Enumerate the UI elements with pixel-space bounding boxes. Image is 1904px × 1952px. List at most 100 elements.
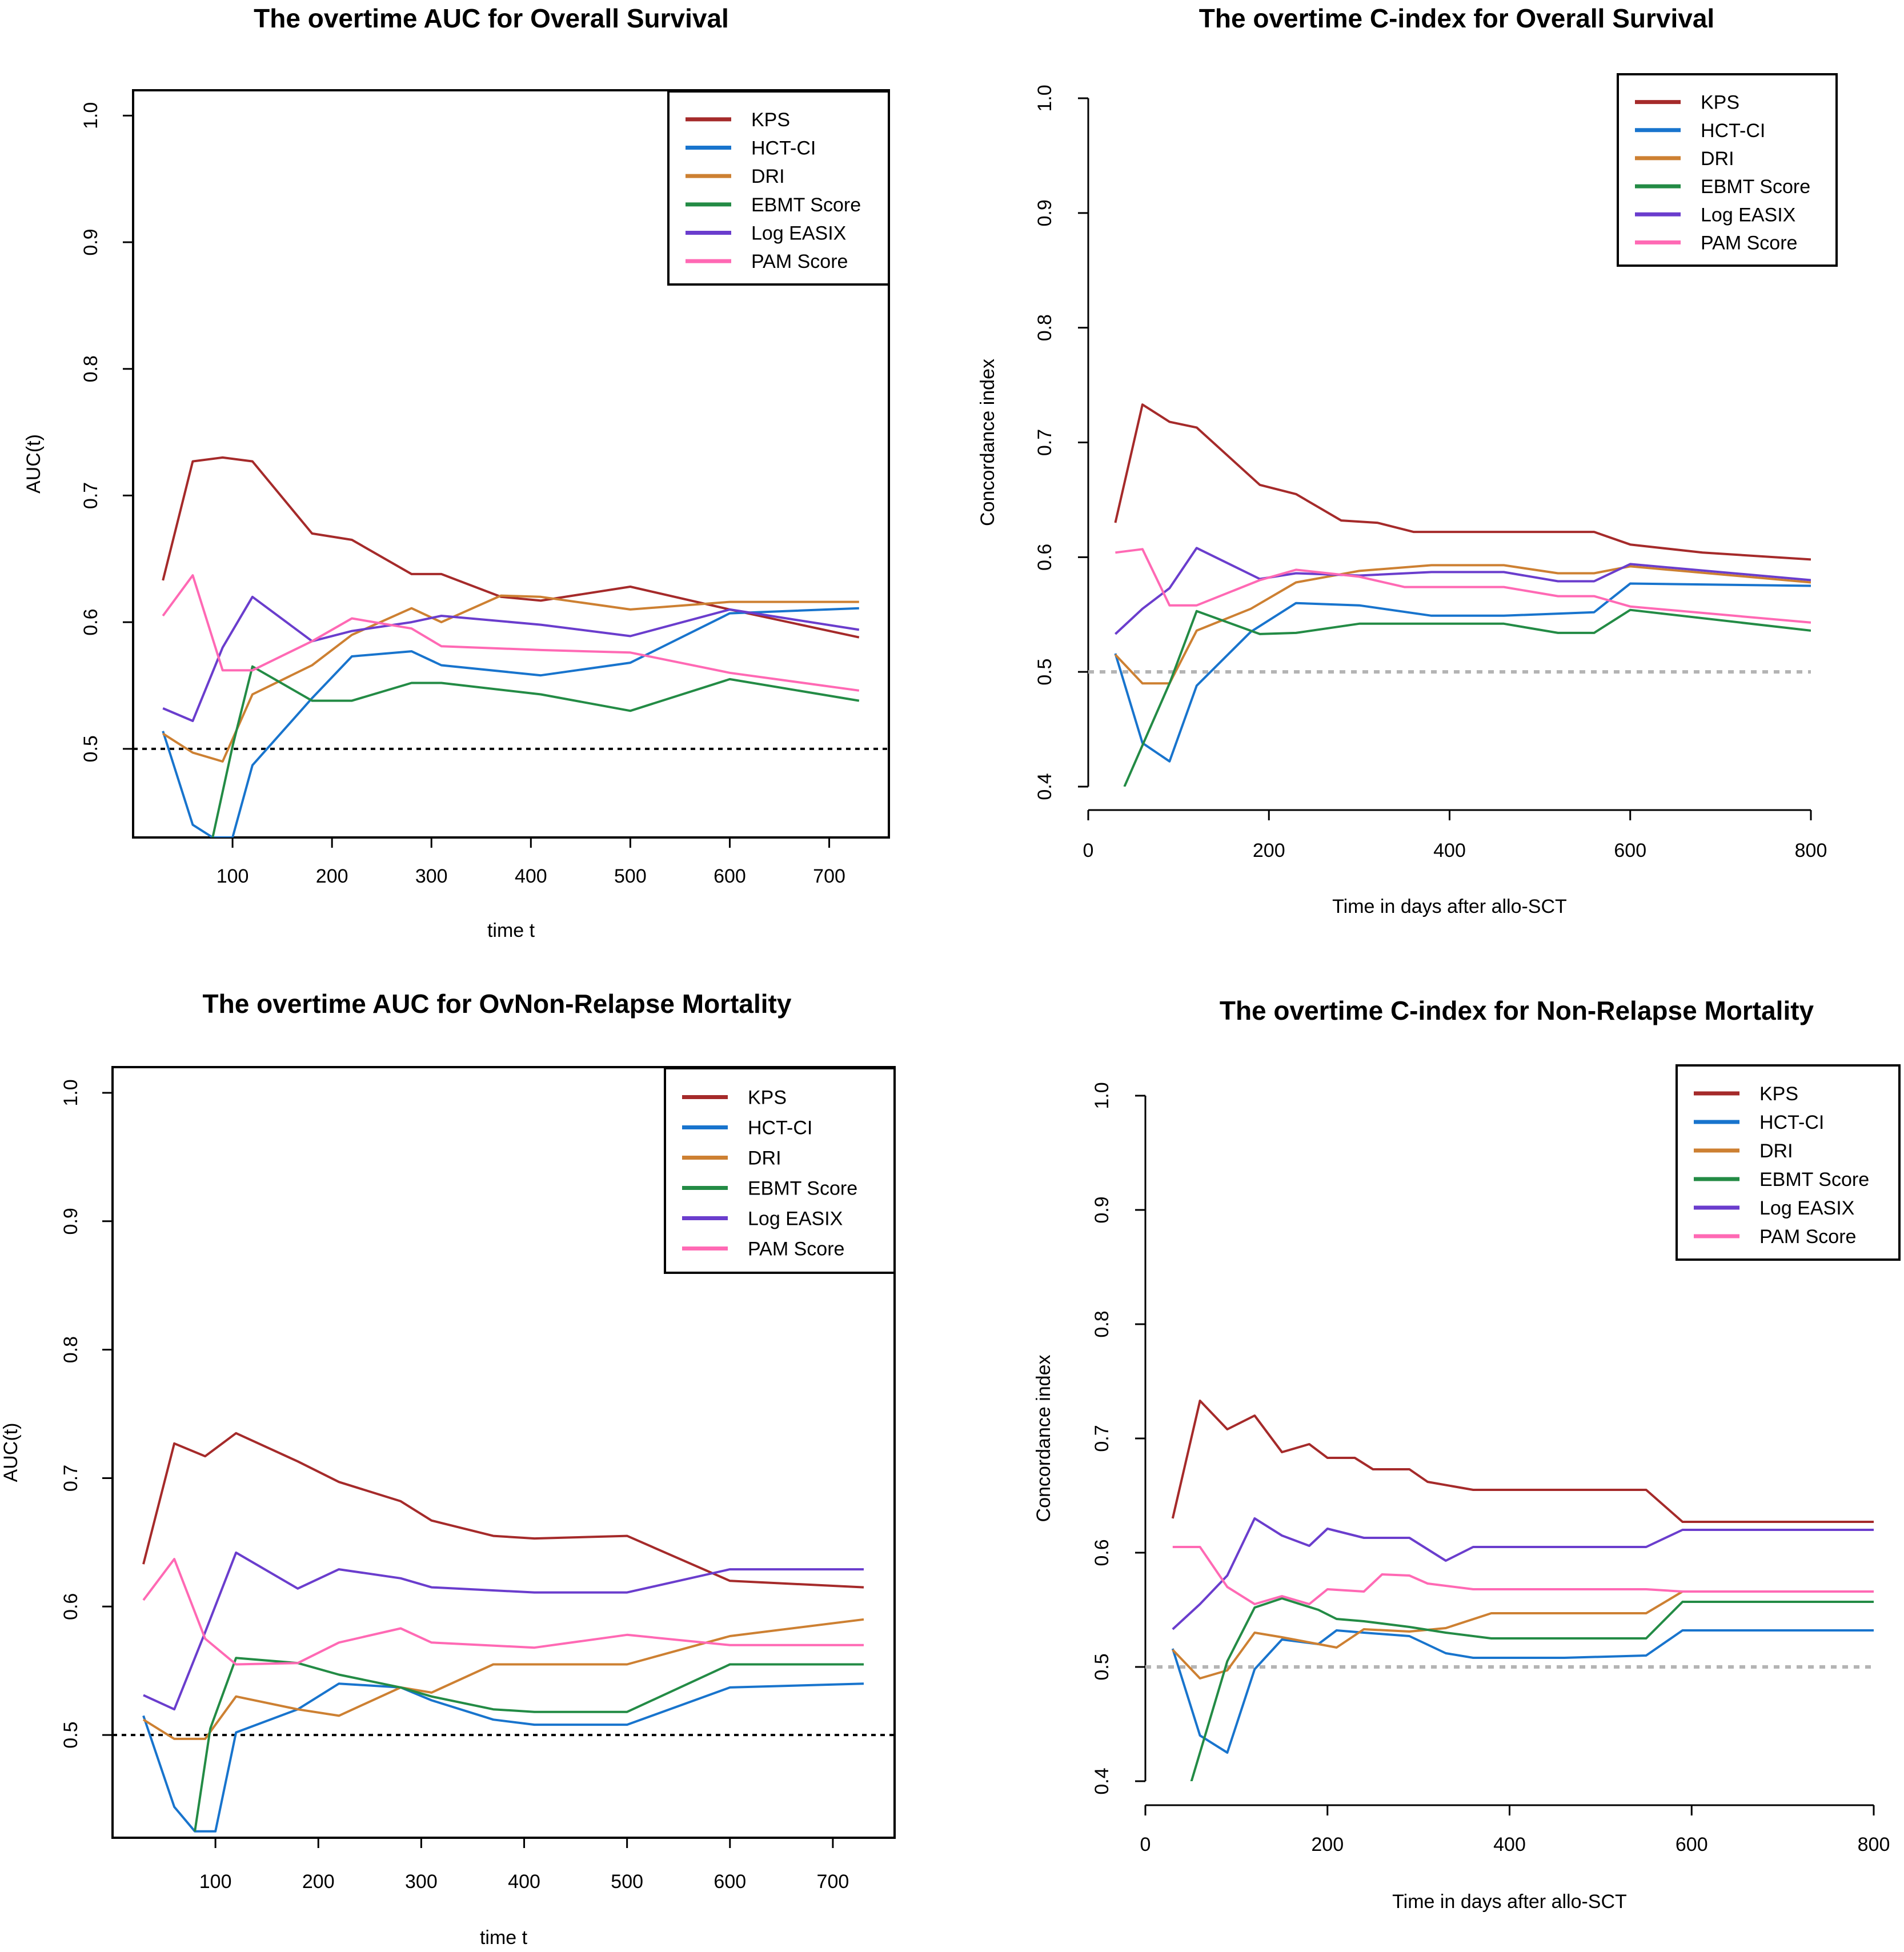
x-tick-label: 400	[515, 865, 547, 887]
series-line-ebmt-score	[1190, 1597, 1874, 1781]
x-tick-label: 300	[415, 865, 448, 887]
series-line-log-easix	[162, 595, 860, 722]
panel-p1: The overtime AUC for Overall Survival 100…	[23, 3, 890, 941]
x-tick-label: 700	[813, 865, 845, 887]
y-tick-label: 0.6	[1034, 544, 1056, 571]
series-line-ebmt-score	[211, 665, 860, 837]
series-line-log-easix	[1172, 1517, 1874, 1630]
x-tick-label: 600	[1614, 840, 1646, 861]
legend-box	[1675, 1064, 1901, 1261]
y-tick-label: 0.5	[80, 735, 102, 762]
series-line-hct-ci	[1114, 582, 1811, 763]
y-tick-label: 0.6	[1091, 1539, 1113, 1566]
y-tick-label: 1.0	[1034, 85, 1056, 111]
legend-label: Log EASIX	[1759, 1197, 1854, 1219]
legend-label: KPS	[1701, 92, 1739, 114]
plot-frame	[111, 1066, 896, 1839]
y-tick-label: 0.4	[1034, 773, 1056, 800]
legend-label: EBMT Score	[751, 194, 861, 216]
x-tick-label: 200	[302, 1871, 335, 1893]
legend-label: Log EASIX	[751, 223, 846, 244]
x-tick-label: 800	[1858, 1834, 1890, 1855]
x-tick-label: 700	[817, 1871, 849, 1893]
y-tick-label: 0.9	[1091, 1196, 1113, 1223]
legend-label: HCT-CI	[748, 1117, 812, 1139]
series-line-hct-ci	[1171, 1629, 1874, 1754]
y-tick-label: 0.4	[1091, 1767, 1113, 1794]
x-tick-label: 500	[611, 1871, 643, 1893]
y-axis-label: AUC(t)	[0, 1423, 22, 1482]
panel-p3: The overtime AUC for OvNon-Relapse Morta…	[0, 989, 896, 1949]
legend: KPS HCT-CI DRI EBMT Score Log EASIX PAM Score	[667, 90, 890, 286]
y-tick-label: 0.7	[80, 482, 102, 509]
legend-label: HCT-CI	[1701, 120, 1765, 142]
series-line-kps	[142, 1432, 864, 1589]
x-tick-label: 0	[1083, 840, 1094, 861]
y-tick-label: 0.5	[1034, 659, 1056, 686]
x-tick-label: 300	[405, 1871, 438, 1893]
legend-label: DRI	[748, 1148, 781, 1169]
x-tick-label: 0	[1140, 1834, 1151, 1855]
y-tick-label: 0.5	[1091, 1653, 1113, 1680]
y-tick-label: 1.0	[1091, 1082, 1113, 1109]
legend-label: KPS	[751, 109, 790, 131]
x-tick-label: 600	[714, 865, 746, 887]
legend-box	[667, 90, 890, 286]
y-tick-label: 0.6	[80, 608, 102, 635]
series-line-ebmt-score	[194, 1657, 864, 1832]
legend-label: DRI	[1701, 148, 1734, 170]
chart-title: The overtime C-index for Overall Surviva…	[1199, 3, 1714, 33]
x-tick-label: 800	[1795, 840, 1827, 861]
panel-p2: The overtime C-index for Overall Surviva…	[977, 3, 1838, 917]
x-axis-label: time t	[480, 1927, 528, 1949]
series-line-kps	[1171, 1400, 1874, 1523]
y-tick-label: 0.5	[60, 1722, 82, 1749]
legend-box	[664, 1067, 896, 1274]
y-tick-label: 0.8	[80, 355, 102, 382]
series-group	[1114, 403, 1811, 787]
y-tick-label: 0.9	[60, 1208, 82, 1234]
legend-label: KPS	[748, 1087, 787, 1109]
legend-label: HCT-CI	[751, 138, 816, 159]
series-line-ebmt-score	[1123, 608, 1811, 787]
y-tick-label: 0.8	[60, 1336, 82, 1363]
legend-label: PAM Score	[1701, 232, 1797, 254]
y-axis-label: AUC(t)	[23, 434, 45, 494]
x-tick-label: 400	[508, 1871, 540, 1893]
legend: KPS HCT-CI DRI EBMT Score Log EASIX PAM Score	[1675, 1064, 1901, 1261]
series-line-pam-score	[1172, 1546, 1874, 1605]
legend-label: KPS	[1759, 1083, 1798, 1105]
x-tick-label: 600	[1675, 1834, 1708, 1855]
chart-title: The overtime AUC for OvNon-Relapse Morta…	[203, 989, 792, 1019]
legend-label: Log EASIX	[1701, 204, 1795, 226]
chart-title: The overtime C-index for Non-Relapse Mor…	[1220, 996, 1814, 1025]
series-line-pam-score	[142, 1558, 864, 1666]
x-tick-label: 100	[217, 865, 249, 887]
legend-label: EBMT Score	[748, 1178, 857, 1200]
legend-label: DRI	[1759, 1140, 1793, 1162]
series-line-pam-score	[162, 574, 860, 692]
y-tick-label: 0.9	[80, 229, 102, 255]
y-tick-label: 1.0	[60, 1079, 82, 1106]
y-tick-label: 1.0	[80, 102, 102, 129]
x-tick-label: 200	[1311, 1834, 1344, 1855]
series-line-dri	[1172, 1590, 1874, 1680]
plot-frame	[132, 89, 890, 839]
legend-label: PAM Score	[748, 1238, 844, 1260]
y-tick-label: 0.6	[60, 1593, 82, 1620]
legend-label: EBMT Score	[1701, 176, 1810, 198]
series-line-pam-score	[1115, 548, 1811, 624]
y-tick-label: 0.8	[1091, 1310, 1113, 1337]
series-group	[162, 456, 860, 837]
legend: KPS HCT-CI DRI EBMT Score Log EASIX PAM Score	[1617, 73, 1838, 267]
y-axis-label: Concordance index	[977, 359, 999, 526]
series-line-kps	[162, 456, 860, 639]
series-group	[142, 1432, 864, 1833]
series-line-hct-ci	[162, 607, 859, 837]
y-tick-label: 0.8	[1034, 314, 1056, 341]
x-tick-label: 400	[1433, 840, 1466, 861]
y-tick-label: 0.7	[1091, 1425, 1113, 1452]
legend-label: PAM Score	[1759, 1226, 1856, 1248]
chart-title: The overtime AUC for Overall Survival	[254, 3, 729, 33]
